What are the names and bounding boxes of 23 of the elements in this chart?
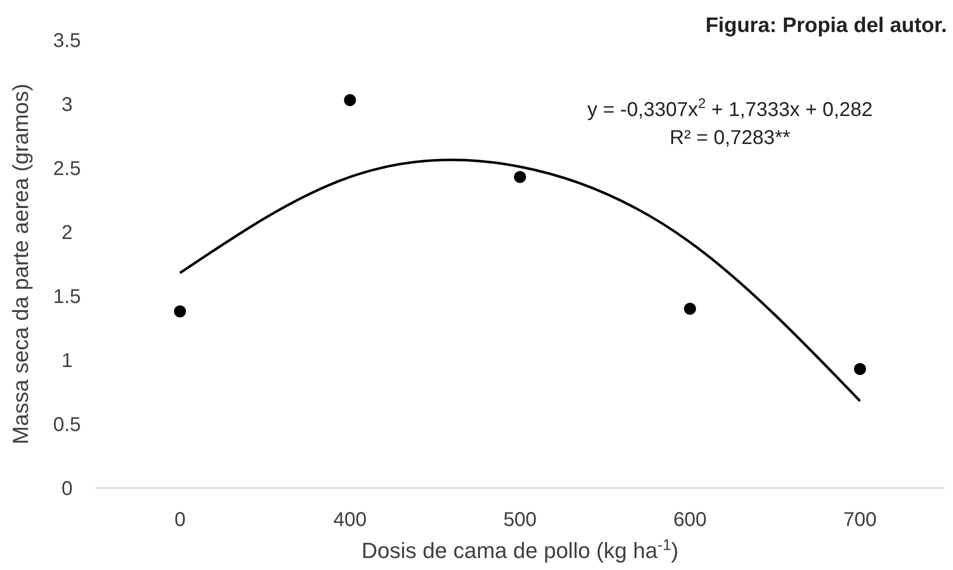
x-tick-label: 400 xyxy=(333,509,367,531)
y-tick-label: 2 xyxy=(61,222,73,244)
annotation: y = -0,3307x$^{2}$ + 1,7333x + 0,282 xyxy=(587,95,873,121)
x-tick-label: 700 xyxy=(843,509,877,531)
point xyxy=(514,170,526,183)
y-tick-label: 1.5 xyxy=(53,286,81,308)
y-tick-label: 2.5 xyxy=(53,158,81,180)
x-tick-label: 600 xyxy=(673,509,707,531)
y-tick-label: 0 xyxy=(61,478,73,500)
y-tick-label: 3.5 xyxy=(53,30,81,52)
y-tick-label: 3 xyxy=(61,94,73,116)
annotation: R² = 0,7283** xyxy=(670,127,791,149)
point xyxy=(174,305,186,318)
text: Figura: Propia del autor. xyxy=(705,14,947,37)
point xyxy=(854,362,866,375)
y-tick-label: 0.5 xyxy=(53,414,81,436)
y-axis-title: Massa seca da parte aerea (gramos) xyxy=(8,84,33,444)
point xyxy=(344,94,356,106)
x-tick-label: 0 xyxy=(174,509,186,531)
x-axis-title: Dosis de cama de pollo (kg ha$^{-1}$) xyxy=(362,536,678,563)
point xyxy=(684,302,696,315)
y-tick-label: 1 xyxy=(61,350,73,372)
x-tick-label: 500 xyxy=(503,509,537,531)
